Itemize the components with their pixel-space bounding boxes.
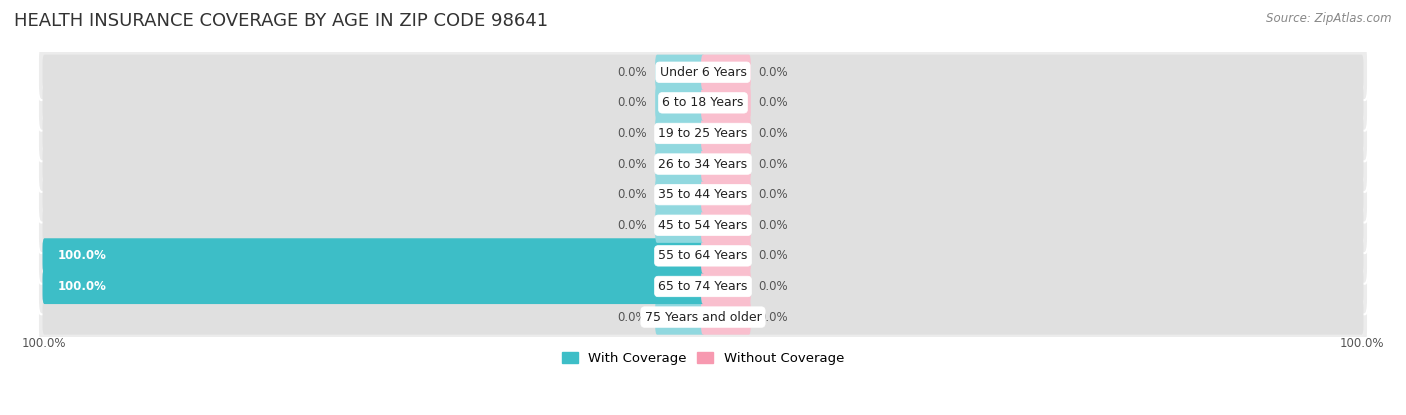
Text: 100.0%: 100.0% <box>58 280 107 293</box>
Text: 0.0%: 0.0% <box>617 310 647 324</box>
FancyBboxPatch shape <box>702 177 751 212</box>
Text: HEALTH INSURANCE COVERAGE BY AGE IN ZIP CODE 98641: HEALTH INSURANCE COVERAGE BY AGE IN ZIP … <box>14 12 548 30</box>
FancyBboxPatch shape <box>702 55 1364 90</box>
FancyBboxPatch shape <box>655 146 704 182</box>
Text: 55 to 64 Years: 55 to 64 Years <box>658 249 748 262</box>
Text: 35 to 44 Years: 35 to 44 Years <box>658 188 748 201</box>
FancyBboxPatch shape <box>38 136 1368 192</box>
FancyBboxPatch shape <box>42 146 704 182</box>
Text: 26 to 34 Years: 26 to 34 Years <box>658 158 748 171</box>
FancyBboxPatch shape <box>702 177 1364 212</box>
Text: 0.0%: 0.0% <box>759 127 789 140</box>
FancyBboxPatch shape <box>702 208 751 243</box>
Text: 0.0%: 0.0% <box>759 280 789 293</box>
Legend: With Coverage, Without Coverage: With Coverage, Without Coverage <box>557 346 849 370</box>
FancyBboxPatch shape <box>655 208 704 243</box>
FancyBboxPatch shape <box>702 146 1364 182</box>
FancyBboxPatch shape <box>38 198 1368 253</box>
Text: 0.0%: 0.0% <box>759 66 789 79</box>
FancyBboxPatch shape <box>38 228 1368 284</box>
Text: 0.0%: 0.0% <box>617 127 647 140</box>
Text: 0.0%: 0.0% <box>759 96 789 109</box>
FancyBboxPatch shape <box>42 208 704 243</box>
FancyBboxPatch shape <box>702 208 1364 243</box>
FancyBboxPatch shape <box>655 55 704 90</box>
FancyBboxPatch shape <box>702 85 1364 120</box>
Text: 0.0%: 0.0% <box>759 188 789 201</box>
FancyBboxPatch shape <box>655 116 704 151</box>
Text: 0.0%: 0.0% <box>759 249 789 262</box>
FancyBboxPatch shape <box>38 289 1368 345</box>
FancyBboxPatch shape <box>702 85 751 120</box>
FancyBboxPatch shape <box>702 300 1364 334</box>
FancyBboxPatch shape <box>42 116 704 151</box>
FancyBboxPatch shape <box>702 116 1364 151</box>
Text: 0.0%: 0.0% <box>617 188 647 201</box>
FancyBboxPatch shape <box>655 300 704 334</box>
FancyBboxPatch shape <box>702 269 1364 304</box>
Text: 45 to 54 Years: 45 to 54 Years <box>658 219 748 232</box>
FancyBboxPatch shape <box>702 116 751 151</box>
FancyBboxPatch shape <box>38 44 1368 100</box>
Text: 19 to 25 Years: 19 to 25 Years <box>658 127 748 140</box>
FancyBboxPatch shape <box>38 75 1368 131</box>
Text: 100.0%: 100.0% <box>58 249 107 262</box>
FancyBboxPatch shape <box>702 300 751 334</box>
FancyBboxPatch shape <box>42 269 704 304</box>
FancyBboxPatch shape <box>38 105 1368 161</box>
Text: Under 6 Years: Under 6 Years <box>659 66 747 79</box>
FancyBboxPatch shape <box>42 238 704 273</box>
FancyBboxPatch shape <box>42 177 704 212</box>
Text: 100.0%: 100.0% <box>21 337 66 350</box>
Text: 0.0%: 0.0% <box>617 96 647 109</box>
FancyBboxPatch shape <box>42 55 704 90</box>
Text: 0.0%: 0.0% <box>759 219 789 232</box>
FancyBboxPatch shape <box>655 177 704 212</box>
FancyBboxPatch shape <box>702 238 1364 273</box>
FancyBboxPatch shape <box>42 238 704 273</box>
FancyBboxPatch shape <box>42 300 704 334</box>
Text: 100.0%: 100.0% <box>1340 337 1385 350</box>
Text: 75 Years and older: 75 Years and older <box>644 310 762 324</box>
FancyBboxPatch shape <box>702 55 751 90</box>
FancyBboxPatch shape <box>38 167 1368 222</box>
FancyBboxPatch shape <box>655 85 704 120</box>
Text: 0.0%: 0.0% <box>759 310 789 324</box>
Text: Source: ZipAtlas.com: Source: ZipAtlas.com <box>1267 12 1392 25</box>
Text: 6 to 18 Years: 6 to 18 Years <box>662 96 744 109</box>
FancyBboxPatch shape <box>38 259 1368 314</box>
FancyBboxPatch shape <box>42 85 704 120</box>
Text: 0.0%: 0.0% <box>617 158 647 171</box>
Text: 0.0%: 0.0% <box>617 66 647 79</box>
FancyBboxPatch shape <box>42 269 704 304</box>
Text: 0.0%: 0.0% <box>617 219 647 232</box>
FancyBboxPatch shape <box>702 269 751 304</box>
Text: 65 to 74 Years: 65 to 74 Years <box>658 280 748 293</box>
FancyBboxPatch shape <box>702 238 751 273</box>
Text: 0.0%: 0.0% <box>759 158 789 171</box>
FancyBboxPatch shape <box>702 146 751 182</box>
